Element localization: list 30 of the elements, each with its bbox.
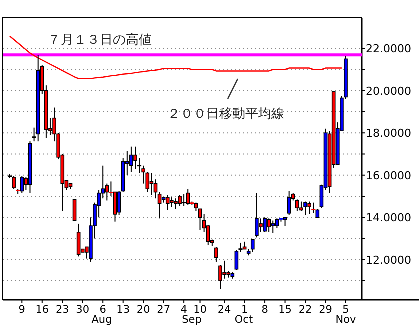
x-tick-label: 30 [76, 304, 90, 316]
x-tick-label: 5 [342, 304, 350, 316]
x-tick-label: 10 [194, 304, 207, 316]
x-tick-label: 16 [36, 304, 50, 316]
x-tick-label: 23 [56, 304, 70, 316]
x-tick-label: 22 [298, 304, 312, 316]
y-tick-label: 18.0000 [366, 127, 412, 140]
x-tick-label: 20 [136, 304, 150, 316]
x-tick-label: 1 [241, 304, 248, 316]
x-tick-label: 9 [18, 304, 26, 316]
x-tick-label: 8 [262, 304, 268, 316]
annotation: Oct [234, 314, 254, 325]
x-tick-label: 4 [180, 304, 188, 316]
annotation: Aug [92, 314, 112, 325]
y-tick-label: 14.0000 [366, 212, 412, 225]
annotation: Nov [336, 314, 356, 325]
x-tick-label: 15 [278, 304, 292, 316]
y-tick-label: 12.0000 [366, 254, 412, 267]
x-tick-label: 6 [100, 304, 107, 316]
annotation: ２００日移動平均線 [168, 107, 284, 122]
y-tick-label: 20.0000 [366, 84, 412, 98]
y-tick-label: 22.0000 [366, 42, 412, 56]
x-tick-label: 29 [319, 304, 332, 316]
ref-line-label: ７月１３日の高値 [48, 32, 152, 48]
annotation: Sep [182, 314, 202, 325]
y-tick-label: 16.0000 [366, 169, 412, 182]
x-tick-label: 24 [218, 304, 232, 316]
x-tick-label: 27 [157, 304, 171, 316]
x-tick-label: 13 [116, 304, 130, 316]
annotation: ２００日移動平均線 [168, 78, 284, 122]
